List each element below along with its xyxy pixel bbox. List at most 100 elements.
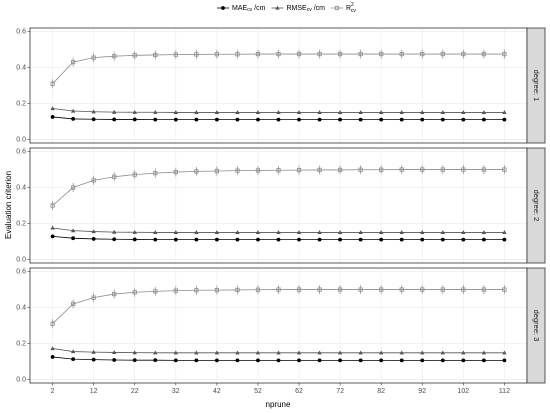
marker	[235, 230, 240, 235]
marker	[481, 287, 486, 292]
x-tick-label: 112	[499, 388, 510, 395]
y-tick-label: 0.2	[16, 220, 26, 227]
x-tick-label: 2	[51, 388, 55, 395]
marker	[194, 350, 199, 355]
marker	[317, 230, 322, 235]
marker	[502, 358, 507, 363]
x-tick-label: 32	[172, 388, 180, 395]
marker	[91, 117, 96, 122]
marker	[296, 350, 302, 355]
marker	[420, 167, 425, 172]
marker	[235, 52, 240, 57]
marker	[71, 357, 76, 362]
marker	[461, 350, 466, 355]
legend-label: MAEcv/cm	[232, 5, 266, 13]
marker	[214, 358, 219, 363]
marker	[50, 203, 55, 208]
marker	[132, 172, 137, 177]
marker	[296, 287, 302, 292]
marker	[399, 230, 404, 235]
marker	[132, 358, 137, 363]
marker	[461, 237, 466, 242]
marker	[276, 110, 281, 115]
marker	[338, 237, 343, 242]
y-tick-label: 0.6	[16, 268, 26, 275]
marker	[337, 110, 343, 115]
marker	[276, 358, 281, 363]
marker	[235, 350, 240, 355]
marker	[71, 117, 76, 121]
marker	[173, 230, 179, 235]
legend-unit: /cm	[254, 5, 265, 12]
marker	[378, 230, 384, 235]
marker	[358, 110, 363, 115]
marker	[194, 52, 199, 57]
marker	[358, 51, 363, 57]
marker	[399, 51, 404, 57]
marker	[420, 287, 425, 292]
strip-label: degree: 2	[532, 190, 541, 222]
legend-key-marker	[275, 5, 280, 10]
marker	[194, 358, 199, 363]
marker	[338, 51, 343, 57]
marker	[91, 237, 96, 241]
marker	[399, 167, 404, 172]
marker	[214, 52, 219, 57]
marker	[50, 346, 55, 351]
marker	[276, 168, 281, 173]
marker	[461, 167, 466, 172]
marker	[440, 51, 445, 57]
marker	[235, 117, 240, 122]
marker	[379, 51, 384, 57]
marker	[358, 237, 363, 242]
marker	[317, 350, 322, 355]
legend-label: RMSEcv/cm	[286, 5, 325, 13]
marker	[153, 237, 158, 242]
x-tick-label: 92	[418, 388, 426, 395]
marker	[481, 237, 486, 242]
marker	[91, 229, 96, 234]
marker	[214, 168, 219, 174]
marker	[461, 230, 466, 235]
marker	[399, 358, 404, 363]
marker	[194, 237, 199, 242]
marker	[461, 287, 466, 292]
marker	[358, 117, 363, 122]
marker	[91, 55, 96, 60]
y-tick-label: 0.0	[16, 136, 26, 143]
marker	[91, 295, 96, 300]
marker	[256, 358, 260, 363]
x-tick-label: 12	[90, 388, 98, 395]
marker	[297, 358, 301, 363]
x-tick-label: 22	[131, 388, 139, 395]
legend-name: R	[346, 5, 351, 12]
marker	[214, 237, 219, 242]
marker	[481, 51, 486, 57]
marker	[337, 350, 343, 355]
marker	[50, 115, 55, 119]
marker	[420, 117, 425, 122]
marker	[296, 110, 302, 115]
marker	[50, 106, 55, 111]
x-tick-label: 72	[336, 388, 344, 395]
marker	[235, 110, 240, 115]
marker	[276, 117, 281, 122]
marker	[173, 110, 179, 115]
marker	[317, 51, 322, 57]
marker	[502, 51, 507, 57]
marker	[440, 237, 445, 242]
strip	[526, 267, 546, 384]
marker	[173, 358, 178, 363]
marker	[440, 350, 445, 355]
marker	[214, 110, 220, 115]
y-tick-label: 0.0	[16, 256, 26, 263]
marker	[256, 237, 260, 242]
legend-name: MAE	[232, 5, 248, 12]
y-tick-label: 0.6	[16, 148, 26, 155]
marker	[399, 287, 404, 292]
marker	[379, 237, 384, 242]
marker	[358, 287, 363, 292]
marker	[71, 185, 76, 190]
legend-name: RMSE	[286, 5, 307, 12]
marker	[214, 288, 219, 293]
